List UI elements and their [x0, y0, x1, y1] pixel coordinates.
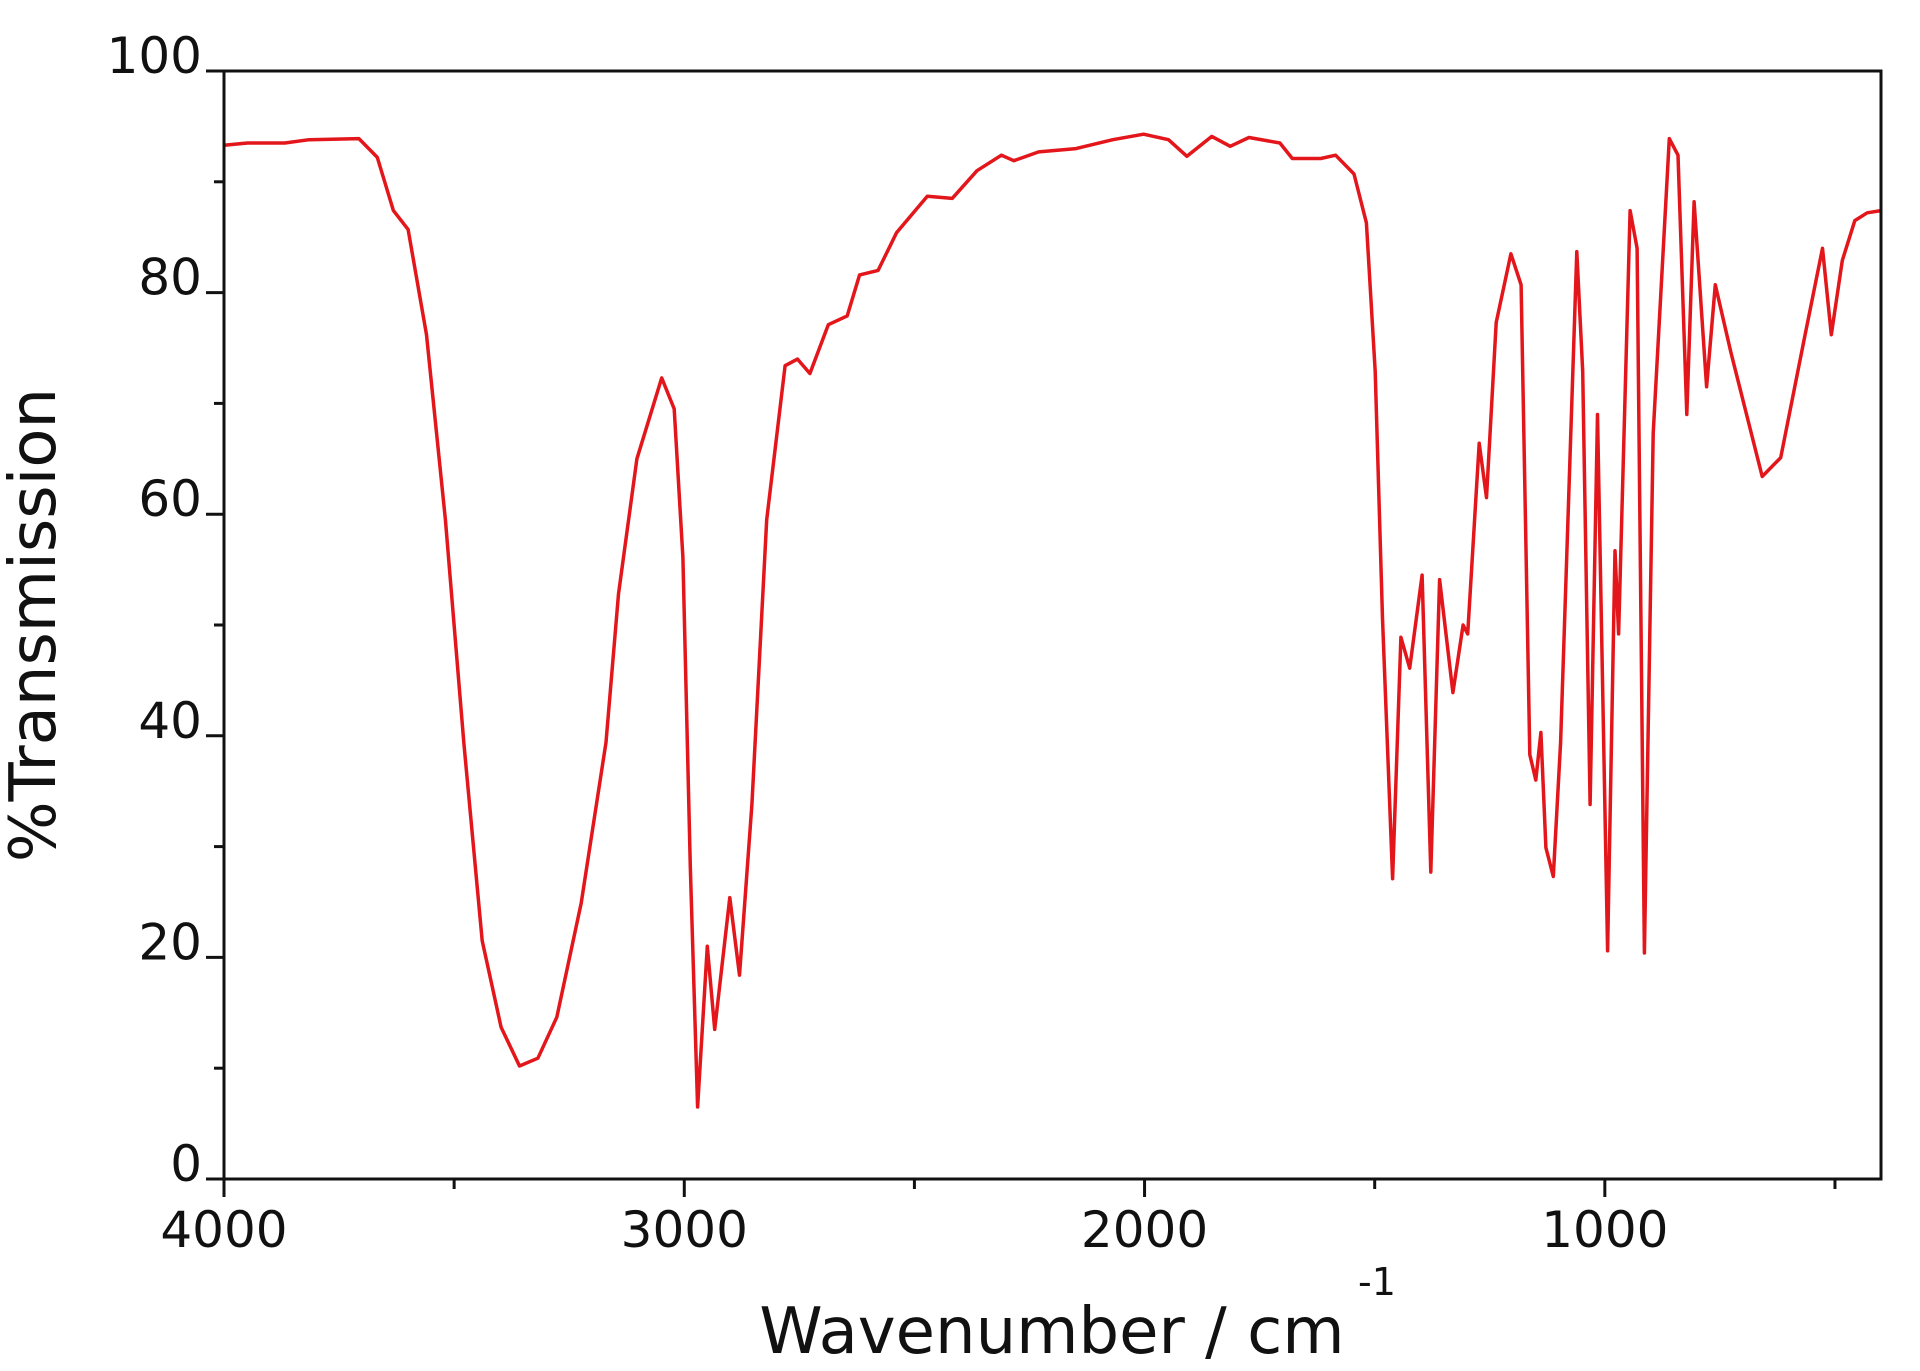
x-tick-label: 3000 [621, 1201, 748, 1259]
y-axis-label: %Transmission [0, 388, 71, 862]
y-tick-label: 60 [138, 470, 202, 528]
x-tick-label: 1000 [1541, 1201, 1668, 1259]
y-tick-label: 20 [138, 913, 202, 971]
x-axis-label: Wavenumber / cm [759, 1295, 1344, 1369]
spectrum-line [223, 132, 1882, 1109]
y-tick-label: 100 [107, 27, 202, 85]
y-tick-label: 80 [138, 249, 202, 307]
x-axis-label-superscript: -1 [1358, 1260, 1396, 1304]
x-tick-label: 2000 [1081, 1201, 1208, 1259]
y-tick-label: 0 [170, 1135, 202, 1193]
y-tick-label: 40 [138, 692, 202, 750]
x-tick-label: 4000 [160, 1201, 287, 1259]
plot-frame [222, 69, 1883, 1181]
